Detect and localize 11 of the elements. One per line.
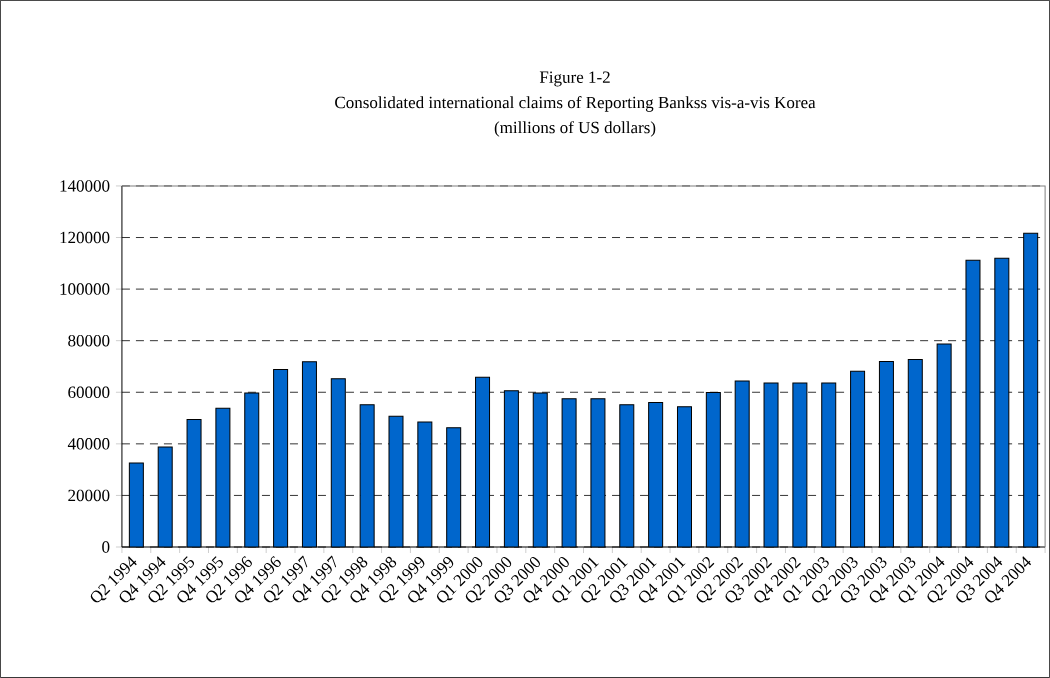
y-tick-label: 40000 [67,438,110,450]
y-tick-label: 140000 [60,180,110,192]
y-tick-label: 0 [102,541,110,553]
y-tick-label: 20000 [68,489,110,502]
y-tick-label: 100000 [60,283,110,295]
text: (millions of US dollars) [494,121,656,137]
y-tick-label: 120000 [60,231,110,244]
y-tick-label: 60000 [68,386,110,399]
y-tick-label: 80000 [68,334,110,347]
chart-title: Figure 1-2 [539,71,610,87]
chart-subtitle: Consolidated international claims of Reporting Bankss vis-a-vis Korea [335,96,816,112]
